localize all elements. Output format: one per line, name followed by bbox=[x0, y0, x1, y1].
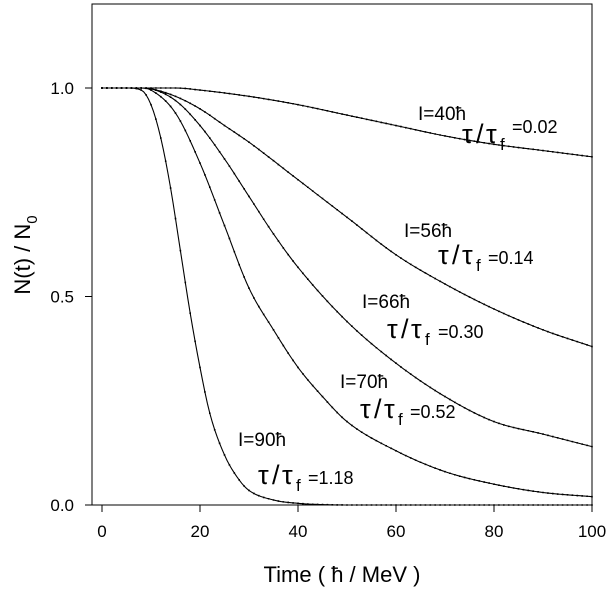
x-tick-label: 60 bbox=[387, 522, 406, 541]
x-tick-label: 40 bbox=[289, 522, 308, 541]
annotation-ratio: =0.30 bbox=[438, 322, 484, 342]
annotation-i40: I=40ħ τ / τ f =0.02 bbox=[418, 104, 558, 154]
series-group bbox=[101, 87, 593, 506]
annotation-tau: τ bbox=[462, 119, 473, 149]
annotation-tau-sub: f bbox=[500, 135, 505, 154]
annotation-tau: τ bbox=[384, 394, 395, 424]
annotation-tau: τ bbox=[258, 460, 269, 490]
annotation-tau-sub: f bbox=[425, 330, 430, 349]
annotation-tau-sub: f bbox=[398, 410, 403, 429]
annotation-tau: τ bbox=[282, 460, 293, 490]
annotation-i70: I=70ħ τ / τ f =0.52 bbox=[340, 372, 456, 429]
annotation-slash: / bbox=[374, 394, 382, 424]
annotation-ratio: =0.52 bbox=[410, 402, 456, 422]
y-tick-label: 0.5 bbox=[50, 288, 74, 307]
annotation-spin: I=90ħ bbox=[238, 430, 286, 451]
annotation-ratio: =0.14 bbox=[488, 248, 534, 268]
x-tick-label: 80 bbox=[485, 522, 504, 541]
y-axis-title: N(t) / N0 bbox=[10, 215, 41, 294]
annotation-tau-sub: f bbox=[476, 256, 481, 275]
annotation-tau: τ bbox=[438, 240, 449, 270]
annotation-tau: τ bbox=[486, 119, 497, 149]
annotation-spin: I=40ħ bbox=[418, 104, 466, 125]
annotation-spin: I=70ħ bbox=[340, 372, 388, 393]
series-line-90 bbox=[102, 87, 592, 506]
annotation-spin: I=56ħ bbox=[404, 221, 452, 242]
annotation-tau: τ bbox=[387, 314, 398, 344]
annotation-i56: I=56ħ τ / τ f =0.14 bbox=[404, 221, 534, 275]
annotation-ratio: =0.02 bbox=[512, 117, 558, 137]
annotation-tau: τ bbox=[462, 240, 473, 270]
series-markers bbox=[101, 87, 593, 506]
x-tick-label: 100 bbox=[578, 522, 606, 541]
annotation-slash: / bbox=[452, 240, 460, 270]
x-tick-label: 0 bbox=[97, 522, 106, 541]
annotation-tau: τ bbox=[411, 314, 422, 344]
annotation-i90: I=90ħ τ / τ f =1.18 bbox=[238, 430, 354, 495]
annotation-ratio: =1.18 bbox=[308, 468, 354, 488]
annotation-i66: I=66ħ τ / τ f =0.30 bbox=[362, 292, 484, 349]
y-tick-label: 1.0 bbox=[50, 79, 74, 98]
annotation-slash: / bbox=[401, 314, 409, 344]
annotation-spin: I=66ħ bbox=[362, 292, 410, 313]
annotation-tau-sub: f bbox=[296, 476, 301, 495]
axis-ticks: 0 20 40 60 80 100 0.0 0.5 1.0 bbox=[50, 79, 606, 541]
x-tick-label: 20 bbox=[191, 522, 210, 541]
series-line-70 bbox=[102, 87, 593, 498]
x-axis-title: Time ( ħ / MeV ) bbox=[264, 562, 421, 587]
annotation-tau: τ bbox=[360, 394, 371, 424]
annotation-slash: / bbox=[476, 119, 484, 149]
annotation-slash: / bbox=[272, 460, 280, 490]
y-tick-label: 0.0 bbox=[50, 496, 74, 515]
series-markers bbox=[101, 87, 593, 498]
